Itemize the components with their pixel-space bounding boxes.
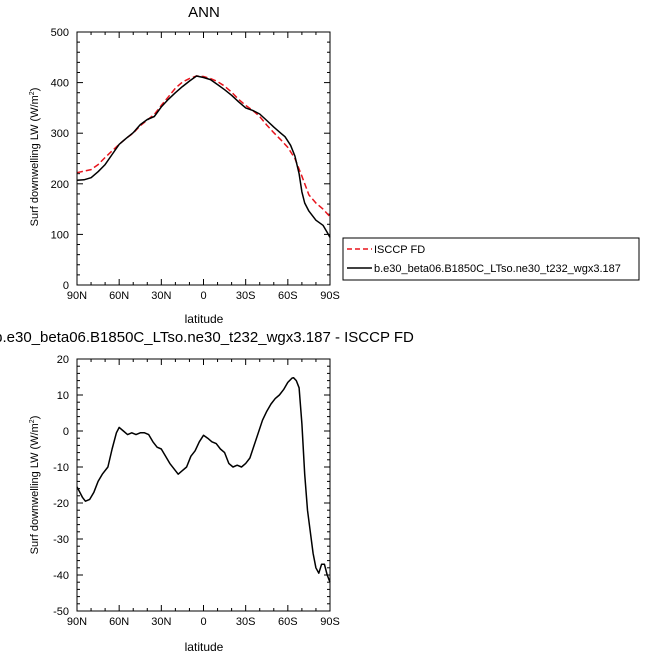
bottom-y-axis-label-sup: 2 bbox=[29, 419, 36, 423]
bottom-y-tick-label: 0 bbox=[63, 426, 69, 438]
top-x-tick-label: 90N bbox=[67, 290, 87, 302]
top-y-tick-label: 500 bbox=[51, 27, 69, 39]
legend-label-isccp: ISCCP FD bbox=[374, 244, 425, 256]
top-series-line-model bbox=[76, 75, 331, 238]
top-plot-frame bbox=[76, 31, 331, 286]
bottom-x-tick-label: 90S bbox=[320, 616, 340, 628]
top-y-axis-label-tail: ) bbox=[29, 88, 41, 92]
bottom-x-tick-label: 60N bbox=[109, 616, 129, 628]
svg-text:Surf downwelling LW (W/m2): Surf downwelling LW (W/m2) bbox=[29, 416, 41, 555]
top-series-group bbox=[76, 75, 331, 238]
top-y-axis-label: Surf downwelling LW (W/m2) bbox=[29, 88, 41, 227]
bottom-x-tick-label: 0 bbox=[200, 616, 206, 628]
top-y-tick-label: 300 bbox=[51, 128, 69, 140]
top-x-tick-label: 30S bbox=[236, 290, 256, 302]
bottom-panel: b.e30_beta06.B1850C_LTso.ne30_t232_wgx3.… bbox=[0, 329, 414, 654]
bottom-x-tick-label: 90N bbox=[67, 616, 87, 628]
top-y-axis-label-sup: 2 bbox=[29, 91, 36, 95]
bottom-series-group bbox=[76, 376, 331, 583]
top-y-tick-label: 400 bbox=[51, 78, 69, 90]
top-x-tick-label: 60N bbox=[109, 290, 129, 302]
legend-label-model: b.e30_beta06.B1850C_LTso.ne30_t232_wgx3.… bbox=[374, 263, 621, 275]
bottom-x-axis-label: latitude bbox=[185, 640, 224, 654]
bottom-y-tick-label: -40 bbox=[53, 570, 69, 582]
top-x-tick-label: 60S bbox=[278, 290, 298, 302]
top-y-tick-label: 100 bbox=[51, 229, 69, 241]
svg-text:Surf downwelling LW (W/m2): Surf downwelling LW (W/m2) bbox=[29, 88, 41, 227]
bottom-series-line-model bbox=[76, 376, 331, 583]
bottom-y-tick-label: -20 bbox=[53, 498, 69, 510]
bottom-y-tick-label: 10 bbox=[57, 390, 69, 402]
bottom-y-tick-label: -10 bbox=[53, 462, 69, 474]
top-chart-title: ANN bbox=[188, 4, 220, 21]
top-x-tick-label: 30N bbox=[151, 290, 171, 302]
bottom-axis-ticks: 90N 60N 30N 0 30S 60S 90S -50 -40 -30 -20 -10 0 10 20 bbox=[53, 354, 340, 628]
bottom-x-tick-label: 30S bbox=[236, 616, 256, 628]
bottom-plot-frame bbox=[76, 358, 331, 612]
top-y-tick-label: 200 bbox=[51, 179, 69, 191]
bottom-chart-title: b.e30_beta06.B1850C_LTso.ne30_t232_wgx3.… bbox=[0, 329, 414, 346]
top-y-tick-label: 0 bbox=[63, 280, 69, 292]
legend-box bbox=[342, 237, 640, 281]
top-series-line-isccp bbox=[76, 75, 331, 218]
bottom-y-tick-label: -50 bbox=[53, 606, 69, 618]
bottom-y-tick-label: 20 bbox=[57, 354, 69, 366]
bottom-x-tick-label: 60S bbox=[278, 616, 298, 628]
bottom-y-axis-label: Surf downwelling LW (W/m2) bbox=[29, 416, 41, 555]
top-panel: ANN Surf downwelling LW (W/m2) latitude … bbox=[29, 4, 340, 326]
bottom-y-axis-label-main: Surf downwelling LW (W/m bbox=[29, 423, 41, 554]
top-x-axis-label: latitude bbox=[185, 312, 224, 326]
top-x-tick-label: 90S bbox=[320, 290, 340, 302]
top-y-axis-label-main: Surf downwelling LW (W/m bbox=[29, 95, 41, 226]
top-axis-ticks: 90N 60N 30N 0 30S 60S 90S 0 100 200 300 400 500 bbox=[51, 27, 340, 302]
bottom-y-tick-label: -30 bbox=[53, 534, 69, 546]
legend: ISCCP FD b.e30_beta06.B1850C_LTso.ne30_t… bbox=[342, 237, 640, 281]
bottom-y-axis-label-tail: ) bbox=[29, 416, 41, 420]
bottom-x-tick-label: 30N bbox=[151, 616, 171, 628]
top-x-tick-label: 0 bbox=[200, 290, 206, 302]
